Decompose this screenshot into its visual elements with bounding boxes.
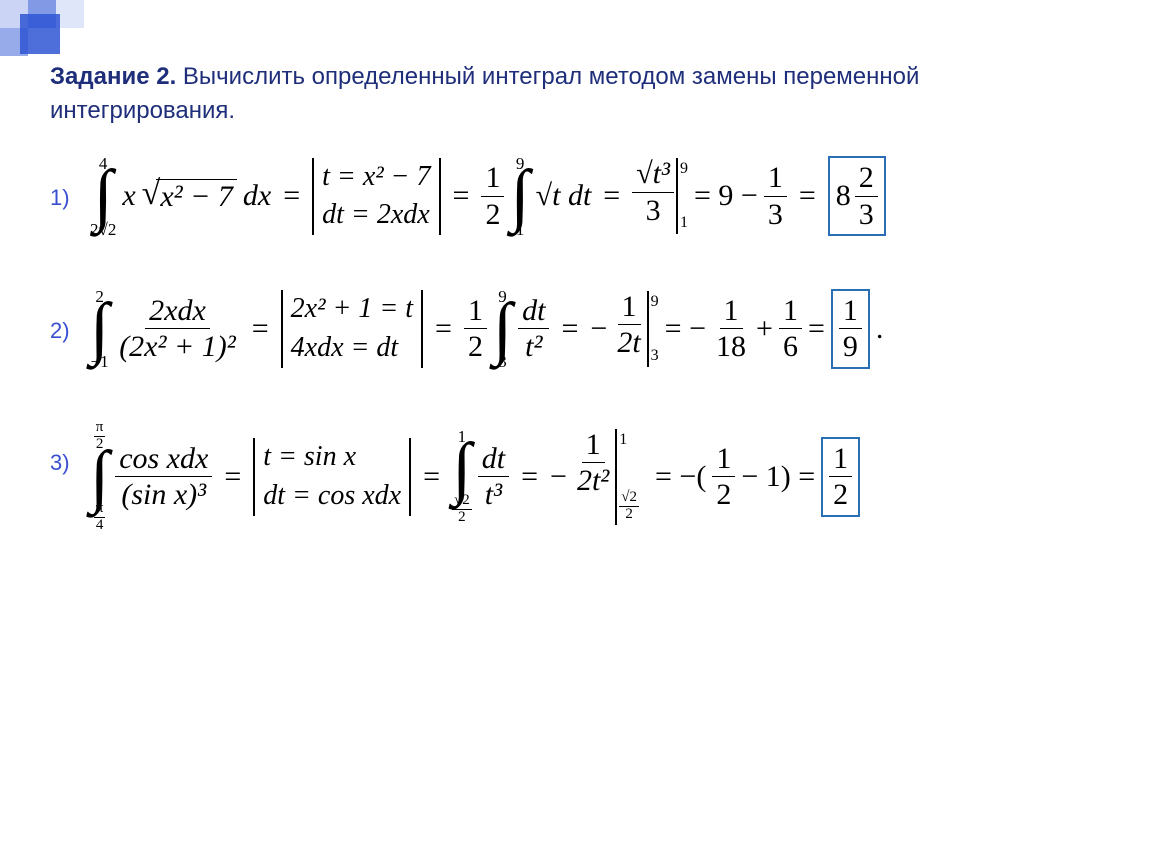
problem-2: 2) 2 ∫ −1 2xdx(2x² + 1)² = 2x² + 1 = t 4… — [50, 288, 1100, 371]
answer-box-3: 12 — [821, 437, 860, 517]
title-rest: Вычислить определенный интеграл методом … — [50, 63, 919, 124]
title-bold: Задание 2. — [50, 63, 176, 90]
answer-box-2: 19 — [831, 289, 870, 369]
problem-1: 1) 4 ∫ 2√2 x √x² − 7 dx = t = x² − 7 dt … — [50, 155, 1100, 238]
corner-decoration — [0, 0, 200, 60]
math-expression-3: π2 ∫ π4 cos xdx(sin x)³ = t = sin x dt =… — [90, 420, 860, 534]
answer-box-1: 8 23 — [828, 156, 886, 236]
math-expression-1: 4 ∫ 2√2 x √x² − 7 dx = t = x² − 7 dt = 2… — [90, 155, 886, 238]
math-expression-2: 2 ∫ −1 2xdx(2x² + 1)² = 2x² + 1 = t 4xdx… — [90, 288, 883, 371]
problem-number: 1) — [50, 155, 90, 211]
problem-number: 2) — [50, 288, 90, 344]
task-title: Задание 2. Вычислить определенный интегр… — [50, 60, 1100, 127]
problem-3: 3) π2 ∫ π4 cos xdx(sin x)³ = t = sin x d… — [50, 420, 1100, 534]
problem-number: 3) — [50, 420, 90, 476]
